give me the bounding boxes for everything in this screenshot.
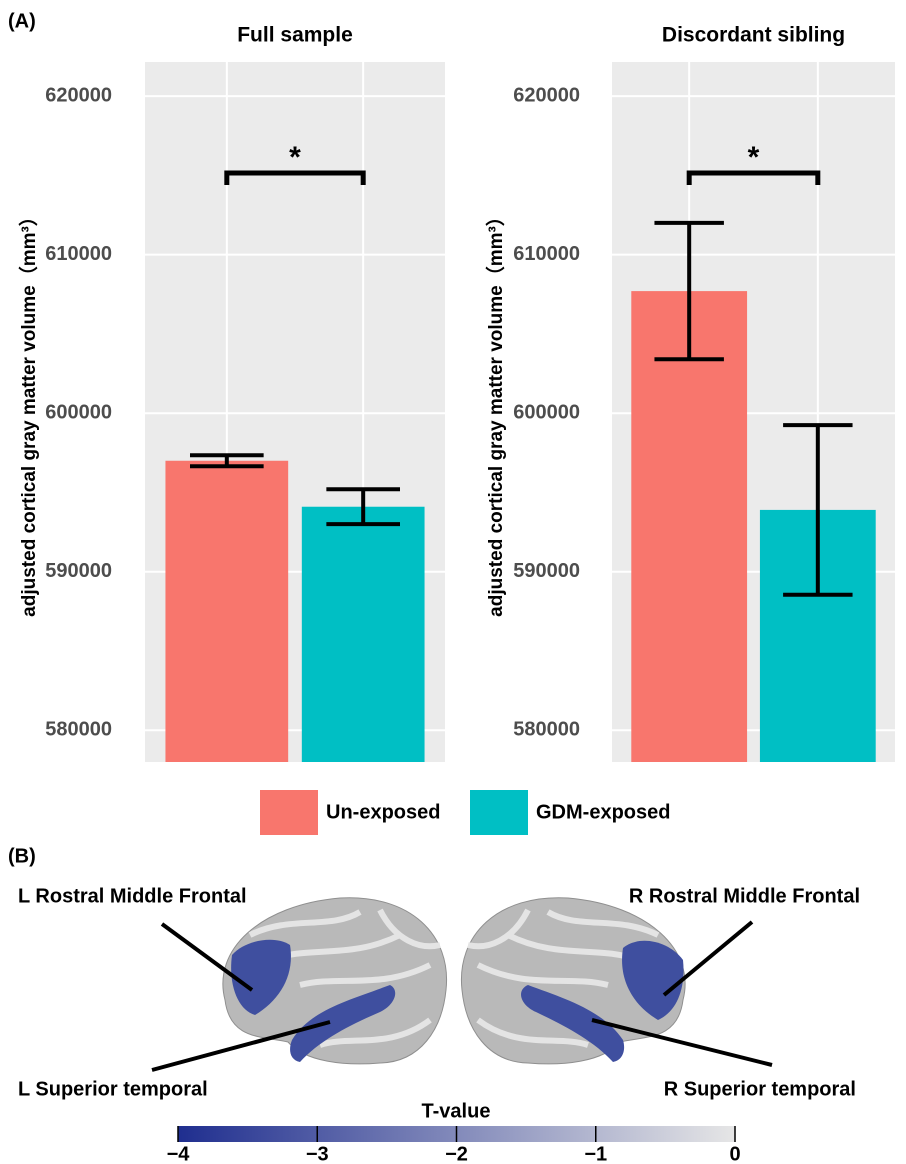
bar [165,461,288,762]
panel-label: (A) [8,10,36,32]
y-tick-label: 610000 [45,243,112,265]
significance-label: * [289,141,301,174]
y-tick-label: 620000 [45,84,112,106]
y-tick-label: 590000 [45,560,112,582]
significance-label: * [748,141,760,174]
bar [631,291,747,762]
bar [302,507,425,762]
y-tick-label: 610000 [513,243,580,265]
region-label: L Rostral Middle Frontal [18,885,247,907]
colorbar-tick-label: −4 [167,1143,191,1164]
region-label: R Rostral Middle Frontal [629,885,860,907]
y-tick-label: 620000 [513,84,580,106]
region-label: R Superior temporal [664,1078,856,1100]
y-axis-title: adjusted cortical gray matter volume（mm³… [17,207,40,617]
colorbar-tick-label: 0 [729,1143,740,1164]
panel-label: (B) [8,845,36,867]
y-tick-label: 580000 [45,719,112,741]
legend-label: GDM-exposed [536,801,670,823]
legend-label: Un-exposed [326,801,440,823]
colorbar-tick-label: −2 [445,1143,468,1164]
page: (A) (B) L Rostral Middle Frontal R Rostr… [0,0,906,1164]
colorbar-tick-label: −3 [306,1143,329,1164]
y-tick-label: 600000 [513,401,580,423]
figure: (A) (B) L Rostral Middle Frontal R Rostr… [0,0,906,1164]
chart-title: Discordant sibling [662,24,845,47]
chart-title: Full sample [237,24,353,47]
region-label: L Superior temporal [18,1078,208,1100]
brain-right [461,898,685,1064]
colorbar-title: T-value [422,1100,491,1122]
y-tick-label: 580000 [513,719,580,741]
y-tick-label: 590000 [513,560,580,582]
y-tick-label: 600000 [45,401,112,423]
legend-key [260,790,318,835]
y-axis-title: adjusted cortical gray matter volume（mm³… [484,207,507,617]
brain-left [223,898,447,1064]
legend-key [470,790,528,835]
colorbar-tick-label: −1 [584,1143,607,1164]
